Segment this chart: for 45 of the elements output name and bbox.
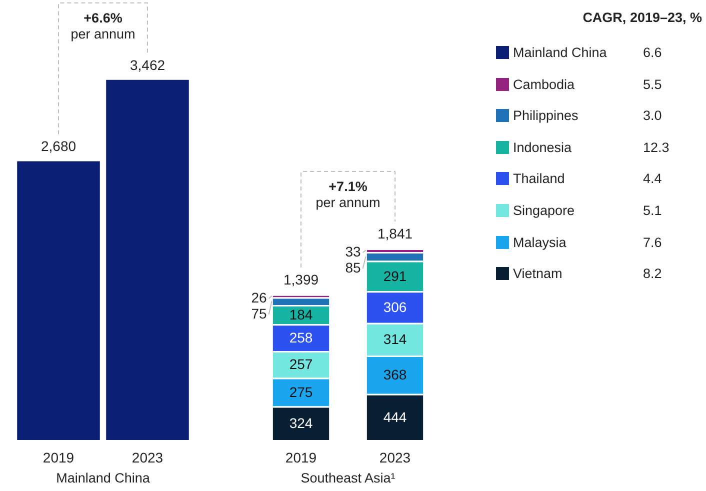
x-tick-label: 2019 — [42, 449, 74, 466]
category-label: Mainland China — [513, 45, 607, 60]
data-label: 324 — [289, 415, 313, 432]
data-label: 368 — [383, 366, 407, 383]
x-tick-label: 2019 — [285, 449, 317, 466]
data-label: 184 — [289, 306, 313, 322]
data-label: 275 — [289, 384, 313, 400]
category-label: Singapore — [513, 203, 575, 218]
data-label: 7.6 — [643, 234, 662, 250]
data-label: 85 — [345, 259, 362, 276]
data-label: 12.3 — [643, 140, 670, 155]
total-label: 1,841 — [377, 225, 413, 242]
category-label: Philippines — [513, 108, 578, 124]
data-label: 6.6 — [643, 45, 662, 60]
data-label: 444 — [383, 408, 407, 425]
data-label: 26 — [251, 289, 268, 306]
data-label: 8.2 — [643, 266, 662, 282]
category-label: Vietnam — [513, 266, 562, 282]
data-label: 33 — [345, 243, 362, 260]
data-label: 5.1 — [643, 203, 662, 218]
data-label: 75 — [251, 305, 268, 322]
data-label: 5.5 — [643, 76, 662, 92]
data-label: 314 — [383, 331, 407, 348]
x-tick-label: 2023 — [132, 449, 164, 466]
data-label: 306 — [383, 298, 407, 315]
data-label: 257 — [289, 356, 313, 372]
x-axis-title: Southeast Asia¹ — [300, 470, 396, 486]
category-label: Malaysia — [513, 234, 566, 250]
text: per annum — [316, 195, 380, 210]
category-label: Thailand — [513, 171, 565, 186]
data-label: 291 — [383, 268, 407, 284]
category-label: Indonesia — [513, 140, 572, 155]
data-label: 4.4 — [643, 171, 662, 186]
data-label: 2,680 — [40, 138, 76, 154]
total-label: 1,399 — [283, 271, 319, 288]
x-axis-title: Mainland China — [56, 470, 150, 486]
text: per annum — [70, 26, 136, 42]
data-label: 3,462 — [130, 56, 166, 73]
text: CAGR, 2019–23, % — [582, 10, 702, 25]
data-label: 3.0 — [643, 108, 662, 124]
text: +7.1% — [328, 179, 368, 194]
x-tick-label: 2023 — [379, 449, 411, 466]
text: +6.6% — [84, 10, 122, 26]
category-label: Cambodia — [513, 76, 575, 92]
data-label: 258 — [289, 329, 313, 346]
